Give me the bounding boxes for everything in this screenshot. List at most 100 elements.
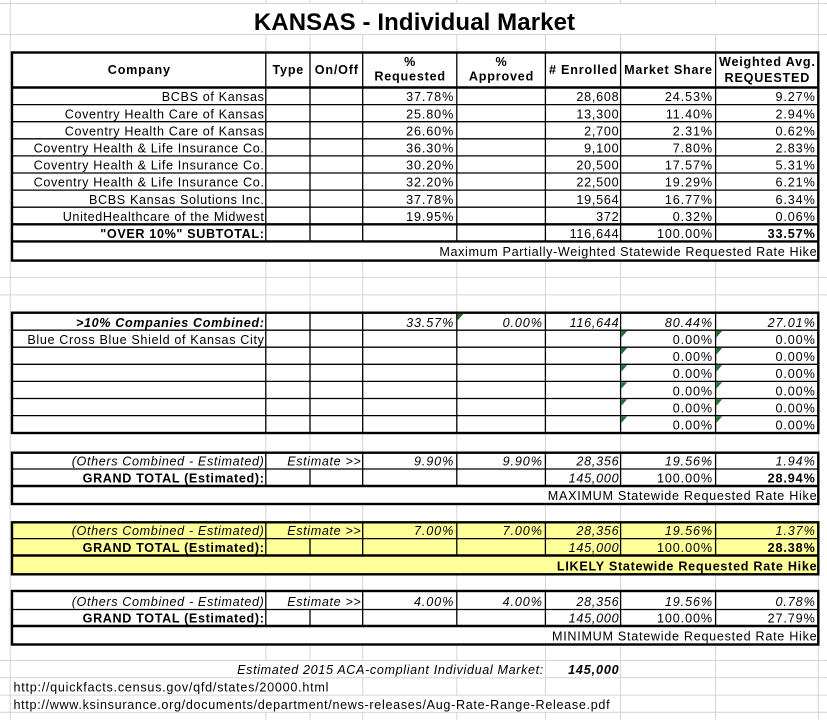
svg-text:Maximum Partially-Weighted Sta: Maximum Partially-Weighted Statewide Req… [439,245,817,259]
svg-text:80.44%: 80.44% [665,316,713,330]
svg-text:19.56%: 19.56% [665,595,713,609]
svg-text:25.80%: 25.80% [406,107,454,121]
svg-text:19.56%: 19.56% [665,524,713,538]
svg-text:http://quickfacts.census.gov/q: http://quickfacts.census.gov/qfd/states/… [14,681,330,695]
svg-text:0.00%: 0.00% [775,401,815,415]
svg-text:Estimated 2015 ACA-compliant I: Estimated 2015 ACA-compliant Individual … [237,663,544,677]
svg-text:%: % [495,55,507,69]
svg-text:0.00%: 0.00% [673,419,713,433]
svg-text:9.90%: 9.90% [414,455,454,469]
svg-text:28,356: 28,356 [575,524,619,538]
svg-text:6.34%: 6.34% [775,193,815,207]
svg-text:27.01%: 27.01% [767,316,816,330]
svg-text:"OVER 10%" SUBTOTAL:: "OVER 10%" SUBTOTAL: [100,227,264,241]
svg-text:4.00%: 4.00% [503,595,543,609]
svg-text:Type: Type [272,63,304,77]
svg-text:0.00%: 0.00% [503,316,543,330]
svg-text:Coventry Health Care of Kansas: Coventry Health Care of Kansas [65,124,265,138]
svg-text:MAXIMUM Statewide Requested Ra: MAXIMUM Statewide Requested Rate Hike [548,489,818,503]
svg-text:26.60%: 26.60% [406,124,454,138]
svg-text:145,000: 145,000 [569,472,620,486]
svg-text:Estimate >>: Estimate >> [287,524,361,538]
svg-text:(Others Combined - Estimated): (Others Combined - Estimated) [72,455,265,469]
svg-text:0.32%: 0.32% [673,210,713,224]
svg-text:UnitedHealthcare of the Midwes: UnitedHealthcare of the Midwest [63,210,265,224]
svg-text:GRAND TOTAL (Estimated):: GRAND TOTAL (Estimated): [83,541,265,555]
svg-text:22,500: 22,500 [576,176,619,190]
svg-text:1.37%: 1.37% [775,524,815,538]
svg-text:On/Off: On/Off [315,63,359,77]
svg-text:%: % [404,55,416,69]
svg-text:24.53%: 24.53% [665,90,713,104]
svg-text:2.83%: 2.83% [775,142,815,156]
svg-text:0.00%: 0.00% [673,384,713,398]
svg-text:116,644: 116,644 [570,316,620,330]
svg-text:REQUESTED: REQUESTED [725,71,811,85]
svg-text:>10% Companies Combined:: >10% Companies Combined: [76,316,265,330]
svg-text:7.80%: 7.80% [673,142,713,156]
svg-text:4.00%: 4.00% [414,595,454,609]
svg-text:0.00%: 0.00% [673,367,713,381]
svg-text:17.57%: 17.57% [665,159,713,173]
svg-text:116,644: 116,644 [570,227,620,241]
svg-text:145,000: 145,000 [569,612,620,626]
svg-text:19.29%: 19.29% [665,176,713,190]
svg-text:145,000: 145,000 [568,663,619,677]
svg-text:9,100: 9,100 [584,142,619,156]
svg-text:145,000: 145,000 [569,541,620,555]
svg-text:Estimate >>: Estimate >> [287,595,361,609]
svg-text:0.00%: 0.00% [673,401,713,415]
svg-text:100.00%: 100.00% [657,541,713,555]
svg-text:6.21%: 6.21% [775,176,815,190]
svg-text:28.38%: 28.38% [768,541,816,555]
svg-text:9.27%: 9.27% [775,90,815,104]
svg-text:GRAND TOTAL (Estimated):: GRAND TOTAL (Estimated): [83,612,265,626]
svg-text:1.94%: 1.94% [775,455,815,469]
svg-text:19.56%: 19.56% [665,455,713,469]
svg-text:0.06%: 0.06% [775,210,815,224]
svg-text:BCBS of Kansas: BCBS of Kansas [162,90,265,104]
svg-text:Approved: Approved [469,70,534,84]
svg-text:28,356: 28,356 [575,595,619,609]
svg-text:36.30%: 36.30% [406,142,454,156]
svg-text:37.78%: 37.78% [406,193,454,207]
svg-text:16.77%: 16.77% [665,193,713,207]
svg-text:0.00%: 0.00% [775,350,815,364]
svg-text:7.00%: 7.00% [503,524,543,538]
svg-text:33.57%: 33.57% [768,227,816,241]
svg-text:MINIMUM Statewide Requested Ra: MINIMUM Statewide Requested Rate Hike [552,630,817,644]
svg-text:(Others Combined - Estimated): (Others Combined - Estimated) [72,595,265,609]
svg-text:Estimate >>: Estimate >> [287,455,361,469]
svg-text:30.20%: 30.20% [406,159,454,173]
svg-text:100.00%: 100.00% [657,472,713,486]
svg-text:28,608: 28,608 [576,90,619,104]
svg-text:(Others Combined - Estimated): (Others Combined - Estimated) [72,524,265,538]
svg-text:0.00%: 0.00% [775,367,815,381]
svg-text:Weighted Avg.: Weighted Avg. [719,55,816,69]
svg-text:Coventry Health & Life Insuran: Coventry Health & Life Insurance Co. [34,176,265,190]
svg-text:0.00%: 0.00% [775,333,815,347]
svg-text:19,564: 19,564 [576,193,619,207]
svg-text:Coventry Health Care of Kansas: Coventry Health Care of Kansas [65,107,265,121]
svg-text:Coventry Health & Life Insuran: Coventry Health & Life Insurance Co. [34,142,265,156]
svg-text:9.90%: 9.90% [503,455,543,469]
svg-text:28.94%: 28.94% [768,472,816,486]
svg-text:0.00%: 0.00% [775,384,815,398]
svg-text:BCBS Kansas Solutions Inc.: BCBS Kansas Solutions Inc. [89,193,265,207]
svg-text:Blue Cross Blue Shield of Kans: Blue Cross Blue Shield of Kansas City [27,333,264,347]
svg-text:5.31%: 5.31% [775,159,815,173]
svg-text:37.78%: 37.78% [406,90,454,104]
svg-text:KANSAS - Individual Market: KANSAS - Individual Market [254,9,575,36]
svg-text:27.79%: 27.79% [768,612,816,626]
svg-text:372: 372 [596,210,619,224]
svg-text:0.00%: 0.00% [673,350,713,364]
svg-text:100.00%: 100.00% [657,227,713,241]
svg-text:LIKELY Statewide Requested Rat: LIKELY Statewide Requested Rate Hike [557,559,817,573]
svg-text:Requested: Requested [374,70,446,84]
svg-text:28,356: 28,356 [575,455,619,469]
svg-text:Coventry Health & Life Insuran: Coventry Health & Life Insurance Co. [34,159,265,173]
svg-text:0.62%: 0.62% [775,124,815,138]
svg-text:http://www.ksinsurance.org/doc: http://www.ksinsurance.org/documents/dep… [14,698,611,712]
svg-text:19.95%: 19.95% [406,210,454,224]
svg-text:2.31%: 2.31% [673,124,713,138]
